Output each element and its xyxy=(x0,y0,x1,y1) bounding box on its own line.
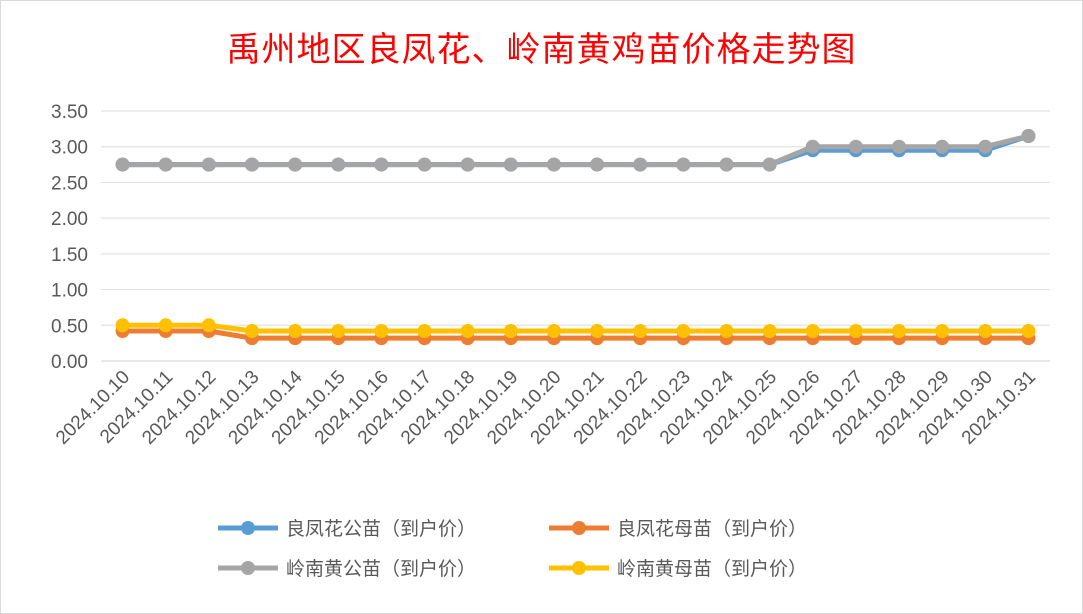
data-point xyxy=(503,324,518,338)
data-point xyxy=(460,157,475,172)
data-point xyxy=(762,324,777,338)
y-tick-label: 2.00 xyxy=(51,209,88,230)
data-point xyxy=(935,324,950,338)
data-point xyxy=(158,157,173,172)
data-point xyxy=(892,139,907,154)
legend-label: 良凤花公苗（到户价） xyxy=(286,518,476,540)
legend-item[interactable]: 良凤花母苗（到户价） xyxy=(549,518,807,540)
data-point xyxy=(374,324,389,338)
data-point xyxy=(590,324,605,338)
data-point xyxy=(201,157,216,172)
y-tick-label: 3.00 xyxy=(51,138,88,159)
data-point xyxy=(546,157,561,172)
data-point xyxy=(633,157,648,172)
data-point xyxy=(719,157,734,172)
legend-marker xyxy=(572,561,586,575)
x-axis-ticks: 2024.10.102024.10.112024.10.122024.10.13… xyxy=(52,366,1040,448)
data-point xyxy=(719,324,734,338)
legend-label: 岭南黄母苗（到户价） xyxy=(617,558,807,580)
data-point xyxy=(331,324,346,338)
legend-label: 岭南黄公苗（到户价） xyxy=(286,558,476,580)
legend-item[interactable]: 岭南黄公苗（到户价） xyxy=(218,558,476,580)
y-tick-label: 1.00 xyxy=(51,281,88,302)
data-point xyxy=(244,157,259,172)
series-line xyxy=(122,328,1029,341)
data-point xyxy=(201,318,216,333)
data-point xyxy=(935,139,950,154)
data-point xyxy=(805,139,820,154)
gridlines xyxy=(101,110,1050,362)
data-point xyxy=(633,324,648,338)
series-line xyxy=(122,133,1030,168)
data-point xyxy=(546,324,561,338)
data-point xyxy=(417,157,432,172)
y-tick-label: 3.50 xyxy=(51,102,88,123)
data-point xyxy=(762,157,777,172)
data-point xyxy=(848,139,863,154)
series-4 xyxy=(115,318,1036,338)
legend-item[interactable]: 岭南黄母苗（到户价） xyxy=(549,558,807,580)
data-point xyxy=(1021,129,1036,143)
data-point xyxy=(676,157,691,172)
data-point xyxy=(503,157,518,172)
legend[interactable]: 良凤花公苗（到户价） 良凤花母苗（到户价） 岭南黄公苗（到户价） 岭南黄母苗（到户价） xyxy=(218,518,807,580)
data-point xyxy=(590,157,605,172)
data-point xyxy=(417,324,432,338)
series-3 xyxy=(115,129,1036,172)
legend-marker xyxy=(241,521,255,535)
data-point xyxy=(288,324,303,338)
data-point xyxy=(805,324,820,338)
chart-title: 禹州地区良凤花、岭南黄鸡苗价格走势图 xyxy=(226,30,857,70)
y-tick-label: 0.00 xyxy=(51,352,88,373)
y-tick-label: 2.50 xyxy=(51,173,88,194)
series-group xyxy=(115,129,1036,346)
legend-label: 良凤花母苗（到户价） xyxy=(617,518,807,540)
y-axis-ticks: 0.00 0.50 1.00 1.50 2.00 2.50 3.00 3.50 xyxy=(51,102,88,373)
y-tick-label: 1.50 xyxy=(51,245,88,266)
legend-marker xyxy=(572,521,586,535)
data-point xyxy=(331,157,346,172)
series-line xyxy=(122,322,1029,334)
data-point xyxy=(1021,324,1036,338)
legend-item[interactable]: 良凤花公苗（到户价） xyxy=(218,518,476,540)
data-point xyxy=(676,324,691,338)
data-point xyxy=(158,318,173,333)
data-point xyxy=(978,139,993,154)
data-point xyxy=(892,324,907,338)
data-point xyxy=(460,324,475,338)
data-point xyxy=(374,157,389,172)
legend-marker xyxy=(241,561,255,575)
data-point xyxy=(848,324,863,338)
data-point xyxy=(244,324,259,338)
data-point xyxy=(115,157,130,172)
data-point xyxy=(978,324,993,338)
data-point xyxy=(288,157,303,172)
y-tick-label: 0.50 xyxy=(51,316,88,337)
data-point xyxy=(115,318,130,333)
